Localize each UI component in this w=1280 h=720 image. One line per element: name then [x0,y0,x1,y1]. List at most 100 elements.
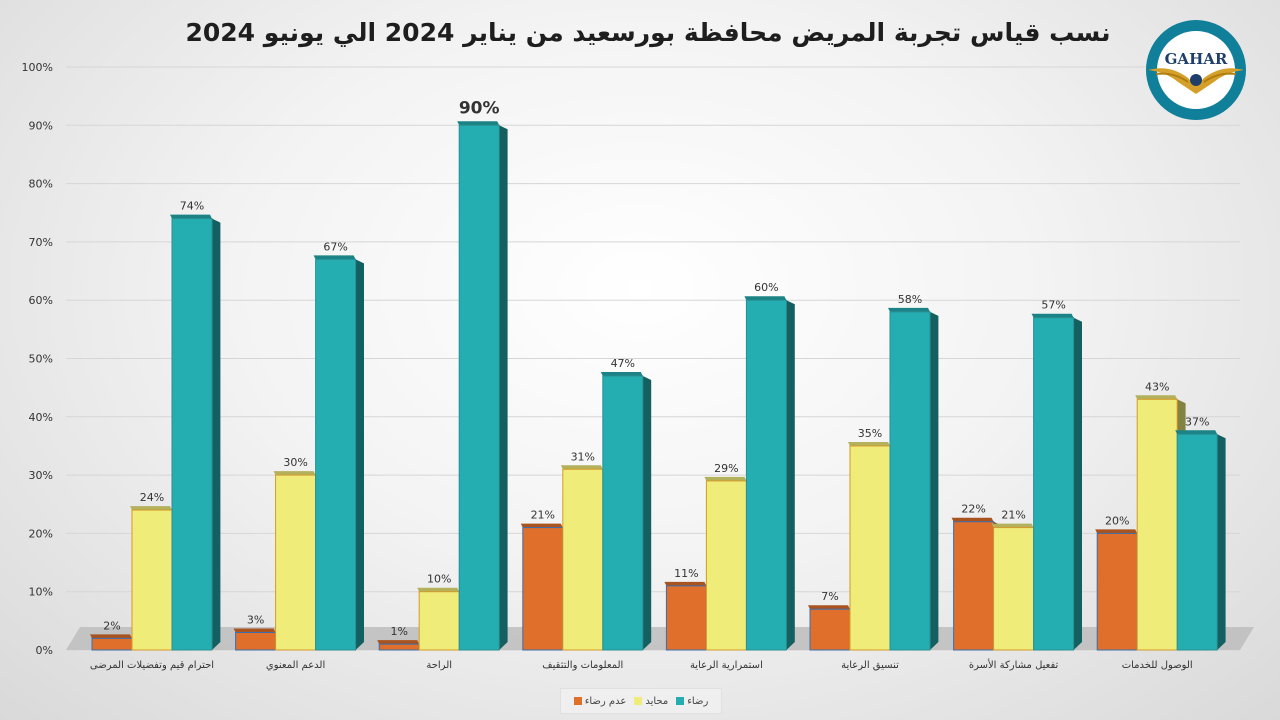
x-category-label: المعلومات والتثقيف [542,660,623,671]
data-label: 24% [140,491,164,504]
legend-swatch [573,697,582,705]
x-category-label: الوصول للخدمات [1122,660,1193,671]
bar-top [457,121,500,126]
bar-front [1176,433,1218,651]
bar [704,476,755,651]
bar-top [951,517,994,522]
bar-side [499,125,508,651]
gahar-logo: GAHAR [1130,18,1262,122]
chart-bars [90,121,1226,651]
bar-side [786,300,795,650]
data-label: 11% [674,567,698,580]
bar-top [233,628,276,633]
bar-top [744,296,787,301]
y-tick-label: 10% [29,586,53,599]
data-label: 22% [961,503,985,516]
legend-label: عدم رضاء [584,695,627,707]
bar-top [313,255,356,260]
bar-top [888,307,930,312]
bar-front [1033,317,1075,651]
bar-side [1217,434,1226,650]
bar-front [131,509,173,651]
data-label: 21% [531,509,555,522]
bar-front [809,608,851,651]
x-category-label: الراحة [426,660,452,671]
data-label: 20% [1105,514,1129,527]
bar-top [1095,529,1138,534]
bar-front [171,218,213,651]
bar-front [1136,398,1178,651]
legend-item: رضاء [676,696,708,707]
bar-top [377,640,420,645]
x-category-label: احترام قيم وتفضيلات المرضى [90,660,214,671]
x-category-label: تنسيق الرعاية [841,660,899,671]
bar-top [1031,313,1074,318]
bar-front [953,521,995,651]
bar-front [705,480,747,651]
legend-swatch [676,697,685,705]
data-label: 3% [247,614,264,627]
y-axis-ticks: 0% 10% 20% 30% 40% 50% 60% 70% 80% 90% 100% [22,61,53,657]
y-tick-label: 90% [29,119,53,132]
bar-side [212,218,221,650]
x-category-label: استمرارية الرعاية [690,660,763,671]
data-label: 31% [571,450,595,463]
legend-item: عدم رضاء [573,695,627,707]
data-label: 21% [1001,509,1025,522]
bar [744,296,795,651]
bar-top [130,506,172,511]
x-axis-categories: احترام قيم وتفضيلات المرضى الدعم المعنوي ا… [90,658,1193,671]
bar-top [664,581,707,586]
legend-label: رضاء [687,695,709,707]
bar-front [275,474,317,651]
bar-top [273,471,316,476]
bar-front [665,585,707,651]
y-tick-label: 30% [29,469,53,482]
bar [170,214,221,651]
data-label: 58% [898,293,922,306]
legend-item: محايد [634,696,668,707]
data-label: 2% [103,619,120,632]
data-label: 10% [427,573,451,586]
bar [1031,313,1082,651]
bar-front [378,643,420,651]
bar-top [600,371,643,376]
bar-side [1073,317,1082,650]
bar-front [849,445,891,651]
bar-top [520,523,563,528]
bar-side [355,259,364,650]
bar-top [808,605,850,610]
bar-front [562,468,604,651]
data-label: 7% [821,590,838,603]
y-tick-label: 60% [29,294,53,307]
bar-top [560,465,603,470]
logo-text: GAHAR [1165,50,1228,68]
bar-front [235,632,277,651]
bar-side [930,311,939,650]
bar-top [1175,430,1218,435]
data-label: 74% [180,200,204,213]
bar-front [418,591,460,651]
y-tick-label: 50% [29,353,53,366]
y-tick-label: 70% [29,236,53,249]
bar-front [602,375,644,651]
bar-front [993,527,1035,651]
y-tick-label: 100% [22,61,53,74]
data-label: 37% [1185,415,1209,428]
bar [664,581,715,651]
bar-top [848,441,890,446]
bar-front [522,527,564,651]
bar [313,255,364,651]
bar [457,121,508,651]
data-label: 1% [390,625,407,638]
data-label: 43% [1145,380,1169,393]
chart-legend: عدم رضاء محايد رضاء [560,688,722,714]
data-labels: 2% 24% 74% 3% 30% 67% 1% 10% 90% 21% 31% 47% 11% 29% 6… [103,98,1209,638]
y-tick-label: 0% [36,644,53,657]
bar [888,307,939,651]
bar-top [991,523,1034,528]
data-label: 67% [323,240,347,253]
y-tick-label: 20% [29,527,53,540]
bar-front [1096,532,1138,651]
